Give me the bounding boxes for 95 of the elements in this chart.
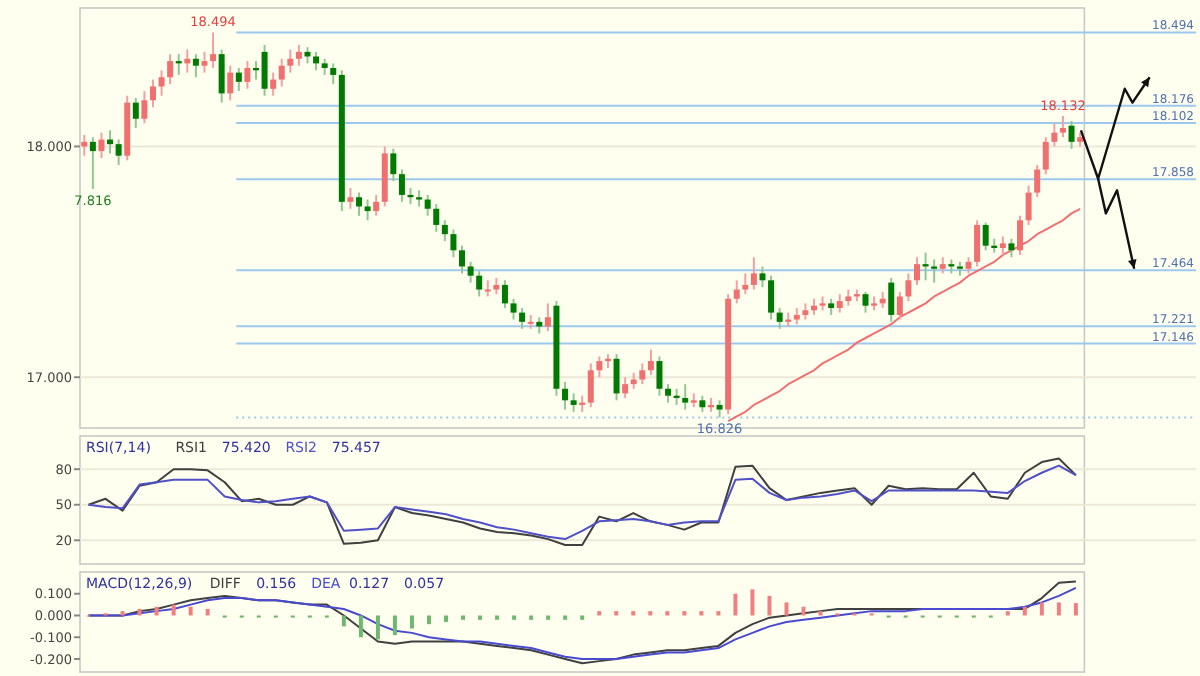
candlestick (149, 78, 156, 109)
candlestick (836, 293, 843, 314)
candlestick (261, 43, 268, 97)
candlestick (639, 362, 646, 386)
candlestick (733, 279, 740, 305)
candlestick (450, 228, 457, 259)
candlestick (1051, 122, 1058, 148)
candlestick (89, 136, 96, 190)
candlestick (759, 265, 766, 289)
candlestick (235, 67, 242, 93)
candlestick (141, 90, 148, 125)
bar (409, 615, 414, 629)
candlestick (1042, 136, 1049, 176)
candlestick (441, 219, 448, 243)
candlestick (98, 131, 105, 159)
candlestick (1008, 237, 1015, 259)
candlestick (467, 260, 474, 284)
bar (733, 593, 738, 616)
line-series (727, 207, 1082, 423)
candlestick (510, 297, 517, 321)
candlestick (544, 302, 551, 333)
candlestick (278, 57, 285, 88)
candlestick (768, 274, 775, 321)
candlestick (347, 187, 354, 210)
bar (767, 595, 772, 616)
candlestick (356, 191, 362, 217)
candlestick (501, 279, 508, 309)
candlestick (905, 272, 912, 303)
bar (426, 615, 431, 625)
bar (341, 615, 346, 627)
candlestick (647, 348, 654, 376)
bar (801, 606, 806, 616)
candlestick (931, 258, 938, 284)
candlestick (295, 43, 302, 67)
candlestick (373, 193, 380, 217)
candlestick (459, 244, 466, 275)
bar (188, 606, 193, 616)
candlestick (201, 50, 208, 74)
candlestick (115, 138, 122, 166)
candlestick (210, 31, 217, 69)
candlestick (1034, 163, 1041, 199)
candlestick (476, 270, 483, 298)
candlestick (888, 277, 895, 323)
candlestick (313, 50, 320, 72)
candlestick (390, 147, 397, 183)
bar (137, 608, 142, 616)
candlestick (218, 48, 225, 104)
bar (784, 602, 789, 616)
candlestick (999, 235, 1006, 256)
candlestick (1017, 214, 1024, 256)
candlestick (270, 71, 277, 97)
candlestick (330, 62, 337, 86)
candlestick (596, 355, 603, 379)
bar (205, 608, 210, 616)
bar (750, 589, 755, 616)
candlestick (896, 290, 903, 321)
candlestick (167, 53, 174, 86)
candlestick (862, 290, 869, 314)
candlestick (656, 355, 663, 397)
bar (1056, 602, 1061, 616)
candlestick (519, 307, 526, 330)
bar (392, 615, 397, 636)
candlestick (364, 198, 371, 222)
candlestick (287, 48, 294, 74)
candlestick (132, 97, 139, 129)
candlestick (158, 69, 165, 97)
candlestick (424, 193, 431, 217)
candlestick (192, 53, 199, 79)
candlestick (682, 383, 689, 411)
bar (375, 615, 380, 640)
bar (444, 615, 449, 622)
bar (358, 615, 363, 638)
candlestick (1059, 115, 1066, 139)
candlestick (1025, 184, 1032, 226)
bar (1073, 603, 1078, 616)
candlestick (587, 362, 594, 409)
candlestick (613, 353, 620, 402)
candlestick (665, 383, 672, 404)
candlestick (982, 221, 989, 252)
candlestick (398, 168, 405, 203)
candlestick (750, 256, 757, 291)
candlestick (742, 272, 749, 296)
candlestick (570, 392, 577, 413)
candlestick (1068, 120, 1075, 150)
candlestick (244, 60, 251, 90)
bar (154, 606, 159, 616)
candlestick (776, 307, 783, 330)
bar (171, 604, 176, 616)
candlestick (227, 64, 234, 102)
candlestick (433, 203, 440, 233)
candlestick (914, 256, 920, 286)
candlestick (974, 219, 981, 268)
candlestick (622, 376, 629, 399)
bar (1039, 602, 1044, 616)
candlestick (562, 380, 569, 411)
